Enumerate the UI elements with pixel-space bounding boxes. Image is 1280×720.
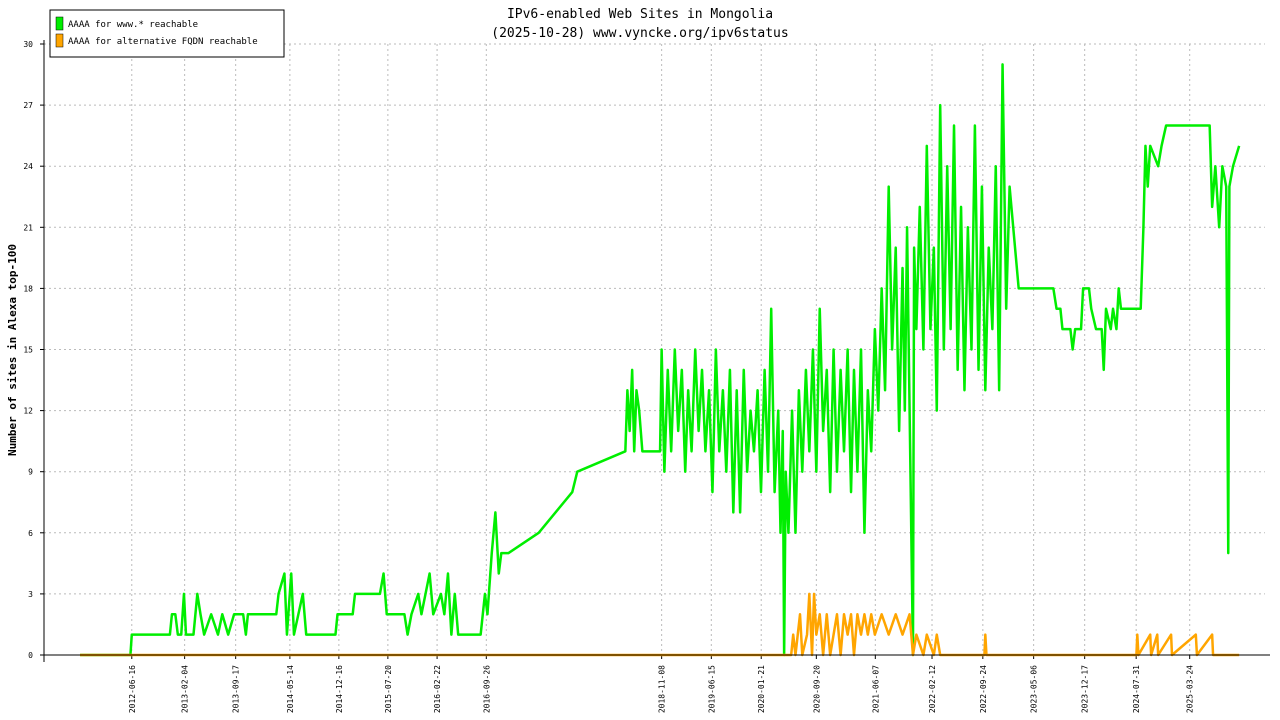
x-tick-label: 2023-12-17 [1081,665,1090,713]
x-tick-label: 2012-06-16 [128,665,137,713]
legend-label: AAAA for www.* reachable [68,20,198,30]
plot [80,63,1241,657]
y-tick-label: 21 [23,223,33,232]
y-tick-label: 15 [23,346,33,355]
x-tick-label: 2016-09-26 [482,665,491,713]
y-tick-label: 3 [28,590,33,599]
y-tick-label: 18 [23,284,33,293]
x-tick-label: 2023-05-06 [1030,665,1039,713]
x-tick-label: 2016-02-22 [433,665,442,713]
legend-label: AAAA for alternative FQDN reachable [68,37,258,47]
x-tick-label: 2020-09-20 [812,665,821,713]
series-line [80,592,1240,657]
x-tick-label: 2013-09-17 [232,665,241,713]
y-tick-label: 12 [23,407,33,416]
legend-swatch [55,16,64,31]
legend-swatch [55,33,64,48]
x-tick-label: 2014-12-16 [335,665,344,713]
x-tick-label: 2015-07-20 [384,665,393,713]
chart-title: IPv6-enabled Web Sites in Mongolia [507,7,773,22]
x-tick-label: 2022-09-24 [979,665,988,713]
x-tick-label: 2024-07-31 [1132,665,1141,713]
x-tick-label: 2025-03-24 [1186,665,1195,713]
y-tick-label: 6 [28,529,33,538]
legend-box [49,9,285,58]
y-tick-label: 0 [28,651,33,660]
y-axis-label: Number of sites in Alexa top-100 [6,244,19,456]
x-tick-label: 2021-06-07 [871,665,880,713]
x-tick-label: 2022-02-12 [928,665,937,713]
chart-subtitle: (2025-10-28) www.vyncke.org/ipv6status [491,26,788,41]
y-tick-label: 30 [23,40,33,49]
x-tick-label: 2020-01-21 [757,665,766,713]
grid: 0 3 6 9 12 15 18 21 24 27 30 2012-06-16 2013-02-04 20… [23,40,1265,713]
y-tick-label: 24 [23,162,33,171]
x-tick-label: 2019-06-15 [707,665,716,713]
x-tick-label: 2018-11-08 [658,665,667,713]
y-tick-label: 27 [23,101,33,110]
x-tick-label: 2013-02-04 [181,665,190,713]
x-tick-label: 2014-05-14 [286,665,295,713]
y-tick-label: 9 [28,468,33,477]
legend: AAAA for www.* reachable AAAA for alterna… [49,9,285,58]
series-line [80,63,1241,657]
